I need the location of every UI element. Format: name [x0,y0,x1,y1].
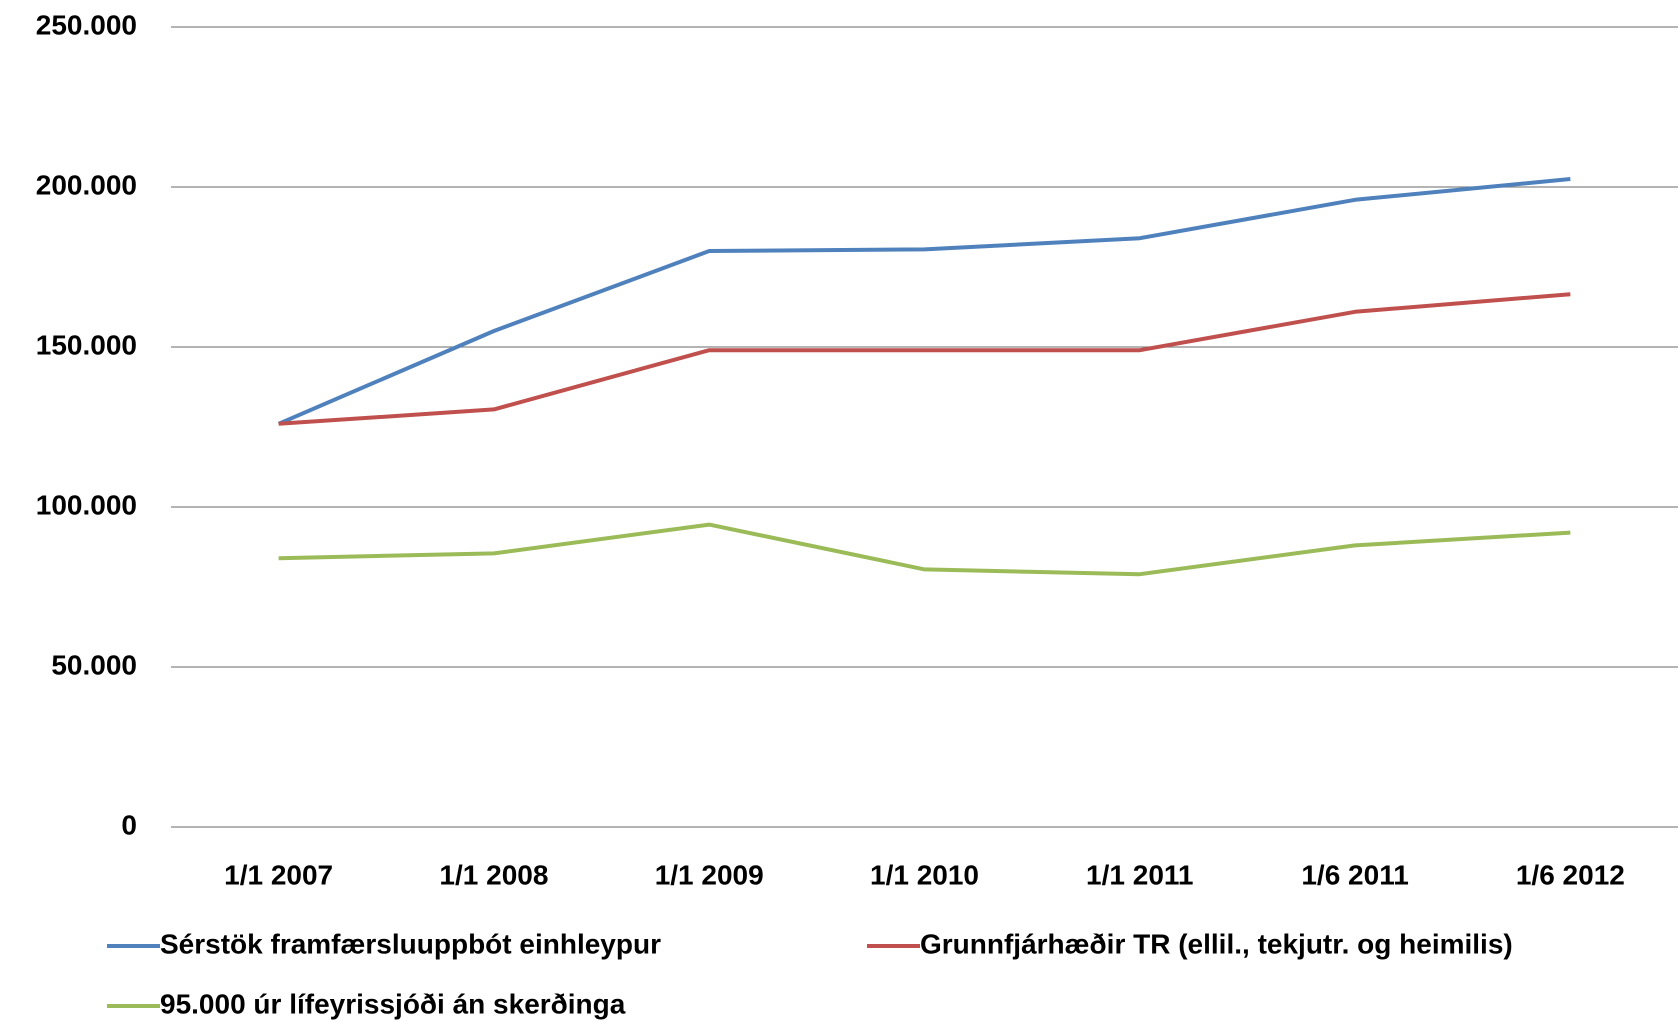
series-line [277,177,1571,426]
x-tick-label: 1/1 2008 [439,859,548,890]
series-line [278,292,1571,426]
x-tick-label: 1/1 2010 [870,859,979,890]
y-tick-label: 200.000 [36,169,137,200]
x-tick-label: 1/1 2007 [224,859,333,890]
x-tick-label: 1/6 2012 [1516,859,1625,890]
x-tick-label: 1/1 2009 [655,859,764,890]
series-line [278,522,1571,577]
y-tick-label: 50.000 [51,649,137,680]
legend-label: 95.000 úr lífeyrissjóði án skerðinga [160,988,626,1019]
y-tick-label: 100.000 [36,489,137,520]
y-tick-label: 250.000 [36,9,137,40]
y-tick-label: 0 [121,809,137,840]
legend-label: Grunnfjárhæðir TR (ellil., tekjutr. og h… [920,928,1513,959]
legend-label: Sérstök framfærsluuppbót einhleypur [160,928,661,959]
x-tick-label: 1/1 2011 [1086,859,1193,890]
y-tick-label: 150.000 [36,329,137,360]
x-tick-label: 1/6 2011 [1301,859,1408,890]
